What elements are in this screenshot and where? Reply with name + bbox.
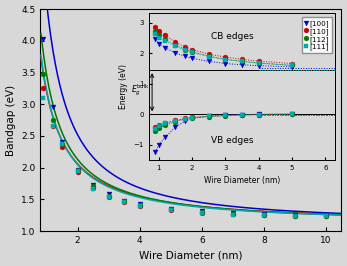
Y-axis label: Bandgap (eV): Bandgap (eV) xyxy=(6,85,16,156)
X-axis label: Wire Diameter (nm): Wire Diameter (nm) xyxy=(139,251,243,260)
